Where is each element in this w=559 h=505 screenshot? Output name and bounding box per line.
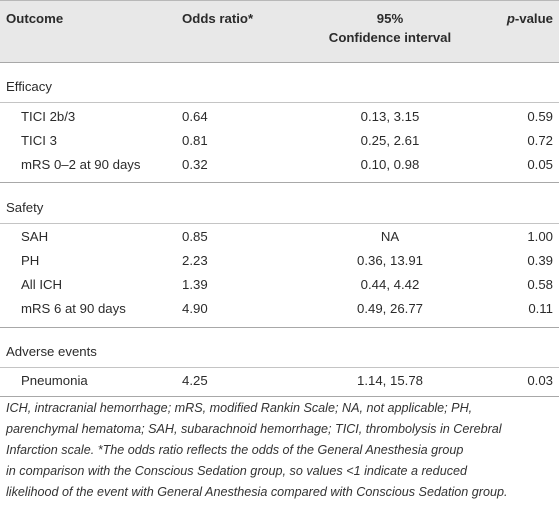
section-rule xyxy=(0,367,559,368)
row-label: Pneumonia xyxy=(21,373,88,388)
row-label: mRS 6 at 90 days xyxy=(21,301,126,316)
section-divider xyxy=(0,327,559,328)
section-divider xyxy=(0,182,559,183)
section-title-safety: Safety xyxy=(0,197,559,219)
section-rule xyxy=(0,223,559,224)
row-odds-ratio: 0.85 xyxy=(182,229,208,244)
row-confidence-interval: 0.10, 0.98 xyxy=(360,157,420,172)
section-title: Safety xyxy=(6,200,44,215)
section-title-adverse-events: Adverse events xyxy=(0,341,559,363)
row-label: SAH xyxy=(21,229,49,244)
row-odds-ratio: 0.32 xyxy=(182,157,208,172)
row-odds-ratio: 0.81 xyxy=(182,133,208,148)
row-odds-ratio: 2.23 xyxy=(182,253,208,268)
row-label: TICI 3 xyxy=(21,133,57,148)
header-odds-ratio: Odds ratio* xyxy=(182,11,254,26)
row-confidence-interval: NA xyxy=(380,229,400,244)
section-title-efficacy: Efficacy xyxy=(0,76,559,98)
row-odds-ratio: 4.25 xyxy=(182,373,208,388)
table-row: All ICH 1.39 0.44, 4.42 0.58 xyxy=(0,274,559,296)
footnote-line: ICH, intracranial hemorrhage; mRS, modif… xyxy=(6,401,473,415)
header-p-suffix: -value xyxy=(514,11,553,26)
row-p-value: 0.05 xyxy=(527,157,553,172)
header-ci-line1: 95% xyxy=(376,11,404,26)
row-odds-ratio: 1.39 xyxy=(182,277,208,292)
footnote-line: likelihood of the event with General Ane… xyxy=(6,485,508,499)
table-row: SAH 0.85 NA 1.00 xyxy=(0,226,559,248)
row-confidence-interval: 1.14, 15.78 xyxy=(357,373,423,388)
footnote-line: in comparison with the Conscious Sedatio… xyxy=(6,464,468,478)
row-p-value: 0.03 xyxy=(527,373,553,388)
header-p-value: p-value xyxy=(507,9,553,28)
section-title: Adverse events xyxy=(6,344,97,359)
header-p-italic: p xyxy=(506,11,515,26)
table-row: Pneumonia 4.25 1.14, 15.78 0.03 xyxy=(0,370,559,392)
table-row: TICI 2b/3 0.64 0.13, 3.15 0.59 xyxy=(0,106,559,128)
header-ci-line2: Confidence interval xyxy=(328,30,452,45)
row-label: mRS 0–2 at 90 days xyxy=(21,157,141,172)
row-p-value: 0.11 xyxy=(528,301,553,316)
table-header: Outcome Odds ratio* 95% Confidence inter… xyxy=(0,0,559,62)
table-row: mRS 6 at 90 days 4.90 0.49, 26.77 0.11 xyxy=(0,298,559,320)
header-outcome: Outcome xyxy=(6,11,64,26)
footnote-line: Infarction scale. *The odds ratio reflec… xyxy=(6,443,464,457)
row-odds-ratio: 0.64 xyxy=(182,109,208,124)
table-row: mRS 0–2 at 90 days 0.32 0.10, 0.98 0.05 xyxy=(0,154,559,176)
row-odds-ratio: 4.90 xyxy=(182,301,208,316)
row-label: TICI 2b/3 xyxy=(21,109,76,124)
row-confidence-interval: 0.36, 13.91 xyxy=(357,253,423,268)
row-p-value: 0.72 xyxy=(527,133,553,148)
row-label: All ICH xyxy=(21,277,63,292)
section-rule xyxy=(0,102,559,103)
header-rule xyxy=(0,62,559,63)
table-row: PH 2.23 0.36, 13.91 0.39 xyxy=(0,250,559,272)
row-p-value: 1.00 xyxy=(527,229,553,244)
row-p-value: 0.59 xyxy=(527,109,553,124)
row-confidence-interval: 0.49, 26.77 xyxy=(357,301,423,316)
section-title: Efficacy xyxy=(6,79,52,94)
footnote-line: parenchymal hematoma; SAH, subarachnoid … xyxy=(6,422,502,436)
header-confidence-interval: 95% Confidence interval xyxy=(290,9,490,47)
row-p-value: 0.39 xyxy=(527,253,553,268)
table-footnote: ICH, intracranial hemorrhage; mRS, modif… xyxy=(6,398,555,503)
row-label: PH xyxy=(21,253,40,268)
row-p-value: 0.58 xyxy=(527,277,553,292)
row-confidence-interval: 0.44, 4.42 xyxy=(360,277,420,292)
table-bottom-rule xyxy=(0,396,559,397)
table-row: TICI 3 0.81 0.25, 2.61 0.72 xyxy=(0,130,559,152)
row-confidence-interval: 0.25, 2.61 xyxy=(360,133,420,148)
row-confidence-interval: 0.13, 3.15 xyxy=(360,109,420,124)
